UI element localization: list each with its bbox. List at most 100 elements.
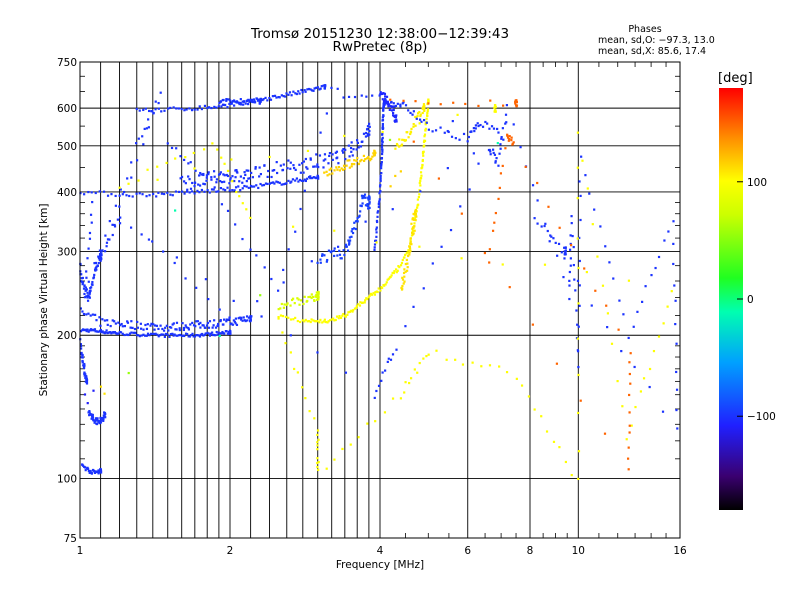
echo-point — [344, 315, 347, 318]
echo-point — [321, 253, 324, 256]
echo-point — [101, 330, 104, 333]
echo-point — [110, 193, 113, 196]
echo-point — [552, 440, 556, 443]
echo-point — [85, 276, 88, 279]
echo-point — [373, 246, 376, 249]
echo-point — [180, 175, 184, 179]
echo-point — [340, 257, 343, 260]
echo-point — [157, 101, 160, 105]
echo-point — [83, 193, 86, 196]
echo-point — [310, 296, 313, 300]
echo-point — [199, 326, 202, 329]
echo-point — [415, 116, 418, 119]
echo-point — [499, 143, 502, 146]
echo-point — [315, 298, 319, 301]
echo-point — [230, 101, 233, 104]
echo-point — [349, 443, 352, 446]
echo-point — [420, 174, 423, 177]
echo-point — [254, 167, 257, 170]
echo-point — [610, 342, 614, 345]
echo-point — [86, 294, 90, 297]
echo-point — [211, 142, 214, 145]
echo-point — [300, 162, 304, 165]
echo-point — [316, 465, 319, 469]
echo-point — [179, 177, 182, 180]
echo-point — [351, 310, 354, 313]
echo-point — [246, 319, 249, 322]
echo-point — [99, 421, 103, 424]
echo-point — [184, 324, 187, 327]
echo-point — [226, 209, 230, 213]
echo-point — [473, 129, 476, 133]
echo-point — [84, 469, 87, 472]
echo-point — [401, 276, 404, 279]
echo-point — [446, 167, 449, 170]
echo-point — [180, 107, 183, 111]
echo-point — [352, 148, 355, 151]
echo-point — [123, 190, 126, 194]
echo-point — [325, 467, 328, 470]
echo-point — [504, 122, 507, 125]
echo-point — [88, 231, 92, 235]
echo-point — [203, 104, 207, 107]
echo-point — [264, 96, 267, 100]
echo-point — [508, 135, 511, 138]
x-axis-label: Frequency [MHz] — [335, 559, 425, 571]
echo-point — [240, 103, 243, 106]
echo-point — [343, 167, 347, 170]
echo-point — [317, 290, 320, 294]
echo-point — [514, 102, 517, 105]
echo-point — [140, 334, 143, 337]
echo-point — [493, 221, 496, 224]
echo-point — [394, 268, 398, 271]
echo-point — [418, 189, 421, 192]
echo-point — [422, 105, 425, 108]
echo-point — [175, 107, 178, 110]
echo-point — [377, 202, 380, 205]
echo-point — [121, 332, 124, 335]
echo-point — [505, 104, 509, 107]
echo-point — [577, 350, 580, 353]
echo-point — [409, 377, 413, 380]
echo-point — [570, 244, 573, 247]
echo-point — [366, 134, 370, 137]
echo-point — [388, 108, 391, 111]
echo-point — [275, 161, 278, 164]
echo-point — [287, 179, 290, 182]
echo-point — [407, 249, 410, 252]
echo-point — [249, 184, 253, 188]
echo-point — [306, 177, 309, 180]
echo-point — [506, 136, 510, 139]
echo-point — [346, 249, 350, 252]
echo-point — [569, 257, 572, 260]
echo-point — [365, 297, 368, 300]
echo-point — [628, 361, 631, 364]
echo-point — [205, 324, 209, 327]
echo-point — [184, 156, 187, 159]
echo-point — [348, 239, 352, 242]
echo-point — [183, 109, 186, 112]
echo-point — [175, 147, 178, 150]
echo-point — [183, 192, 186, 195]
y-tick-label: 400 — [57, 187, 77, 199]
echo-point — [100, 330, 103, 334]
echo-point — [281, 169, 284, 172]
echo-point — [359, 301, 362, 304]
echo-point — [367, 207, 370, 210]
echo-point — [268, 96, 271, 100]
echo-point — [316, 86, 319, 89]
echo-point — [531, 184, 535, 187]
echo-point — [196, 108, 199, 111]
echo-point — [83, 362, 86, 366]
echo-point — [375, 226, 378, 229]
echo-point — [233, 179, 236, 183]
echo-point — [390, 109, 394, 112]
echo-point — [576, 131, 580, 134]
echo-point — [350, 165, 353, 168]
echo-point — [568, 270, 571, 274]
echo-point — [562, 275, 565, 279]
echo-point — [394, 119, 397, 122]
echo-point — [242, 103, 245, 106]
echo-point — [557, 242, 561, 246]
echo-point — [154, 108, 157, 111]
